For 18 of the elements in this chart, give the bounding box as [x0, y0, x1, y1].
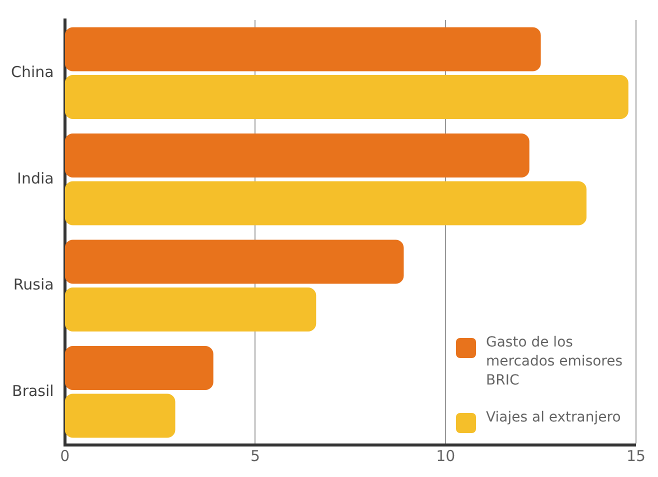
y-tick-label: China [10, 63, 54, 82]
bar [64, 288, 316, 332]
bar [64, 75, 628, 120]
bar [64, 394, 176, 438]
bar [64, 27, 541, 72]
legend-label: Gasto de los mercados emisores BRIC [486, 334, 623, 389]
y-tick-label: Brasil [12, 382, 54, 400]
x-tick-label: 15 [626, 446, 646, 465]
x-tick-label: 0 [60, 446, 70, 465]
x-tick-label: 10 [436, 446, 456, 465]
bar [64, 181, 586, 226]
bar [64, 133, 530, 178]
x-tick-label: 5 [250, 446, 260, 465]
bar [64, 346, 214, 390]
bar [64, 240, 404, 284]
y-tick-label: India [17, 169, 54, 188]
legend-label: Viajes al extranjero [486, 410, 621, 426]
y-tick-label: Rusia [13, 276, 54, 294]
